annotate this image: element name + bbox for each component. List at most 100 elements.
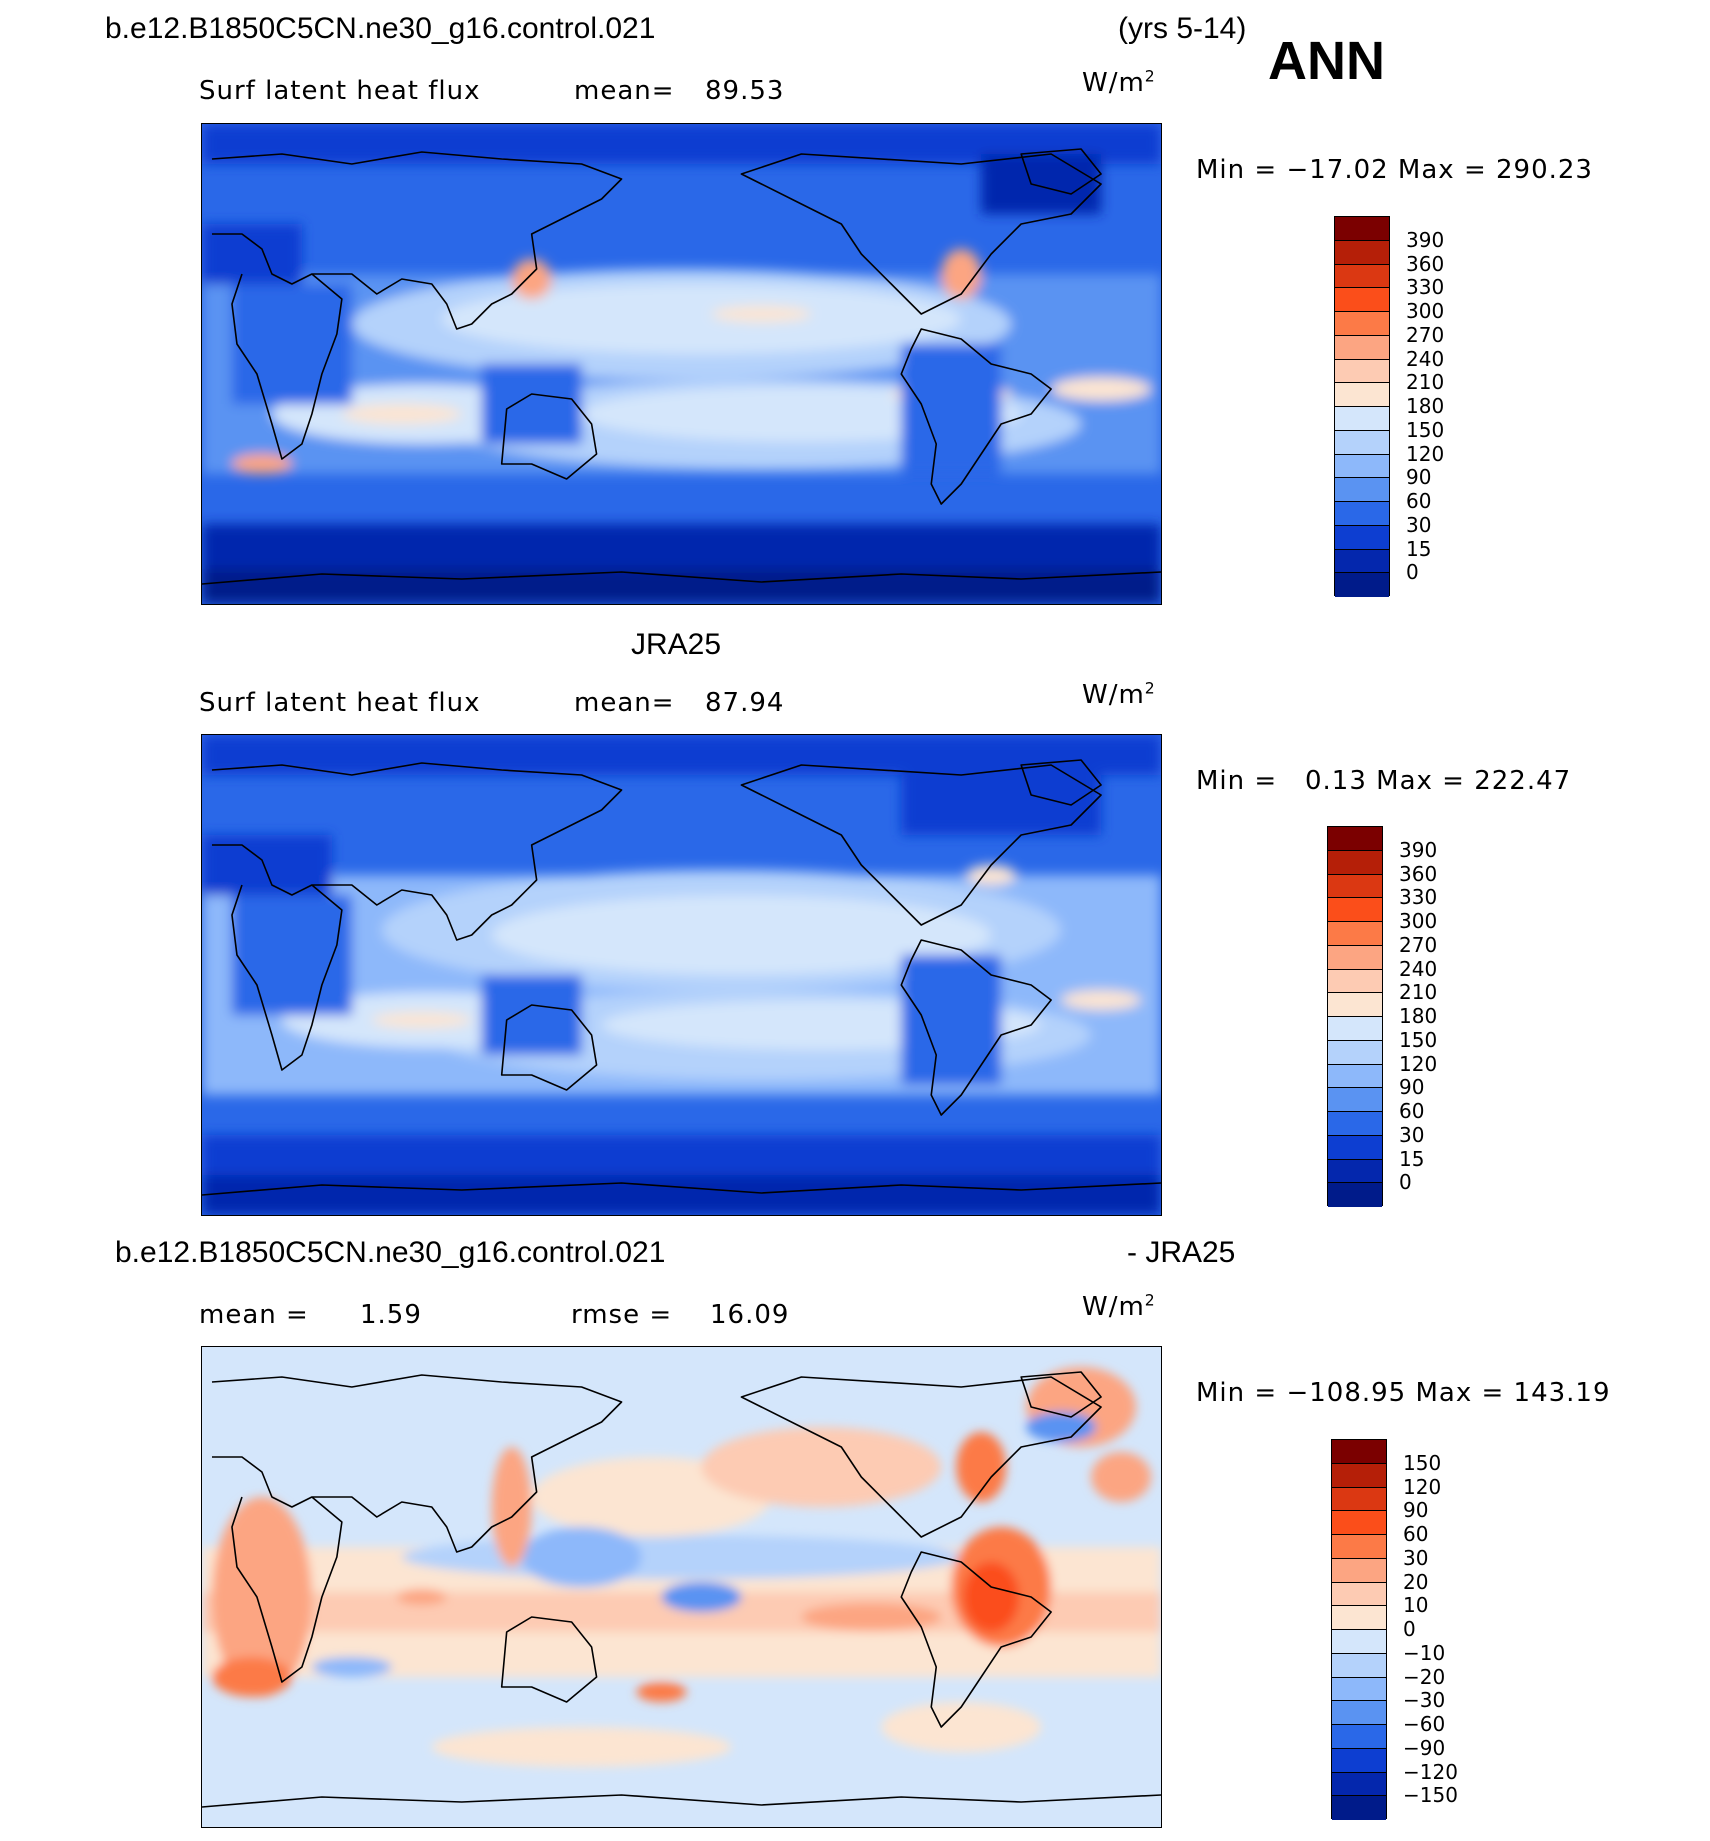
units-label: W/m2: [1082, 679, 1156, 710]
field-name: Surf latent heat flux: [199, 688, 481, 718]
colorbar-tick-label: 300: [1406, 299, 1445, 323]
colorbar-diff: 150 120 90 60 30 20 10 0 −10 −20 −30 −60 −90 −120 −150: [1331, 1439, 1501, 1820]
colorbar-tick-label: −120: [1403, 1759, 1458, 1784]
colorbar-tick-label: 330: [1399, 885, 1438, 910]
colorbar-tick-label: 150: [1403, 1450, 1442, 1475]
colorbar-tick-label: 90: [1399, 1075, 1425, 1100]
colorbar-swatch: [1328, 1159, 1382, 1184]
colorbar-swatch: [1332, 1796, 1386, 1820]
colorbar-swatch: [1332, 1725, 1386, 1749]
colorbar-swatch: [1335, 288, 1389, 312]
minus-label: - JRA25: [1127, 1236, 1236, 1269]
colorbar-tick-label: −150: [1403, 1783, 1458, 1808]
colorbar-swatch: [1332, 1558, 1386, 1583]
colorbar-tick-label: 0: [1406, 560, 1419, 585]
colorbar-swatch: [1332, 1630, 1386, 1654]
colorbar-swatch: [1328, 1064, 1382, 1089]
colorbar-tick-label: 150: [1406, 417, 1445, 442]
colorbar-tick-label: 180: [1399, 1004, 1438, 1028]
colorbar-swatch: [1328, 850, 1382, 875]
colorbar-swatch: [1335, 430, 1389, 455]
colorbar-swatch: [1332, 1606, 1386, 1630]
colorbar-tick-label: 30: [1399, 1122, 1425, 1147]
map-diff: [201, 1346, 1162, 1828]
colorbar-tick-label: 150: [1399, 1027, 1438, 1052]
colorbar-tick-label: −90: [1403, 1735, 1446, 1760]
colorbar-tick-label: 60: [1399, 1099, 1425, 1123]
colorbar-swatch: [1335, 407, 1389, 431]
mean-label: mean=: [574, 76, 675, 106]
colorbar-swatch: [1335, 335, 1389, 360]
colorbar-obs: 390 360 330 300 270 240 210 180 150 120 90 60 30 15 0: [1327, 826, 1487, 1207]
colorbar-tick-label: 270: [1406, 322, 1445, 347]
colorbar-swatch: [1328, 874, 1382, 899]
map-model: [201, 123, 1162, 605]
colorbar-tick-label: 180: [1406, 394, 1445, 418]
mean-label: mean=: [574, 688, 675, 718]
colorbar-tick-label: −30: [1403, 1688, 1446, 1713]
colorbar-tick-label: −60: [1403, 1712, 1446, 1736]
minmax-label: Min = −17.02 Max = 290.23: [1196, 155, 1593, 185]
colorbar-tick-label: 390: [1399, 837, 1438, 862]
colorbar-swatch: [1335, 502, 1389, 526]
colorbar-tick-label: 330: [1406, 275, 1445, 300]
rmse-value: 16.09: [710, 1300, 790, 1330]
colorbar-swatch: [1332, 1463, 1386, 1488]
colorbar-tick-label: 0: [1403, 1617, 1416, 1641]
colorbar-tick-label: 210: [1406, 370, 1445, 395]
colorbar-swatch: [1328, 922, 1382, 946]
case-name: b.e12.B1850C5CN.ne30_g16.control.021: [105, 12, 656, 45]
case-name: b.e12.B1850C5CN.ne30_g16.control.021: [115, 1236, 666, 1269]
colorbar-swatches: [1327, 826, 1383, 1207]
colorbar-tick-label: 120: [1399, 1051, 1438, 1076]
colorbar-swatch: [1332, 1487, 1386, 1512]
colorbar-swatch: [1332, 1677, 1386, 1702]
colorbar-swatch: [1328, 1112, 1382, 1136]
colorbar-swatch: [1328, 993, 1382, 1017]
colorbar-swatch: [1335, 573, 1389, 597]
season-label: ANN: [1268, 31, 1385, 91]
mean-value: 89.53: [705, 76, 785, 106]
colorbar-swatch: [1328, 1183, 1382, 1207]
colorbar-swatch: [1332, 1701, 1386, 1725]
colorbar-swatch: [1335, 217, 1389, 241]
colorbar-tick-label: 270: [1399, 932, 1438, 957]
colorbar-tick-label: 240: [1406, 346, 1445, 371]
colorbar-swatch: [1332, 1772, 1386, 1797]
colorbar-swatch: [1332, 1582, 1386, 1607]
colorbar-tick-label: 300: [1399, 909, 1438, 933]
colorbar-swatch: [1332, 1535, 1386, 1559]
colorbar-tick-label: 15: [1406, 536, 1432, 561]
colorbar-tick-label: 90: [1403, 1498, 1429, 1523]
colorbar-swatch: [1335, 312, 1389, 336]
units-label: W/m2: [1082, 1291, 1156, 1322]
colorbar-tick-label: 390: [1406, 227, 1445, 252]
colorbar-tick-label: 60: [1406, 489, 1432, 513]
colorbar-swatch: [1328, 827, 1382, 851]
colorbar-swatch: [1328, 945, 1382, 970]
field-name: Surf latent heat flux: [199, 76, 481, 106]
colorbar-tick-label: 60: [1403, 1522, 1429, 1546]
years-label: (yrs 5-14): [1118, 12, 1247, 45]
colorbar-swatch: [1332, 1748, 1386, 1773]
colorbar-swatch: [1335, 383, 1389, 407]
colorbar-swatch: [1328, 1135, 1382, 1160]
colorbar-swatch: [1335, 525, 1389, 550]
colorbar-tick-label: 210: [1399, 980, 1438, 1005]
colorbar-swatches: [1331, 1439, 1387, 1820]
colorbar-tick-label: 15: [1399, 1146, 1425, 1171]
colorbar-tick-label: 120: [1403, 1474, 1442, 1499]
colorbar-swatch: [1328, 1040, 1382, 1065]
colorbar-tick-label: 30: [1406, 512, 1432, 537]
colorbar-tick-label: 10: [1403, 1593, 1429, 1618]
colorbar-swatch: [1332, 1511, 1386, 1535]
colorbar-swatch: [1332, 1440, 1386, 1464]
colorbar-swatch: [1328, 1017, 1382, 1041]
colorbar-swatch: [1335, 549, 1389, 574]
rmse-label: rmse =: [571, 1300, 673, 1330]
colorbar-swatch: [1335, 240, 1389, 265]
mean-value: 87.94: [705, 688, 785, 718]
colorbar-model: 390 360 330 300 270 240 210 180 150 120 90 60 30 15 0: [1334, 216, 1494, 597]
colorbar-swatch: [1332, 1653, 1386, 1678]
colorbar-swatch: [1328, 969, 1382, 994]
